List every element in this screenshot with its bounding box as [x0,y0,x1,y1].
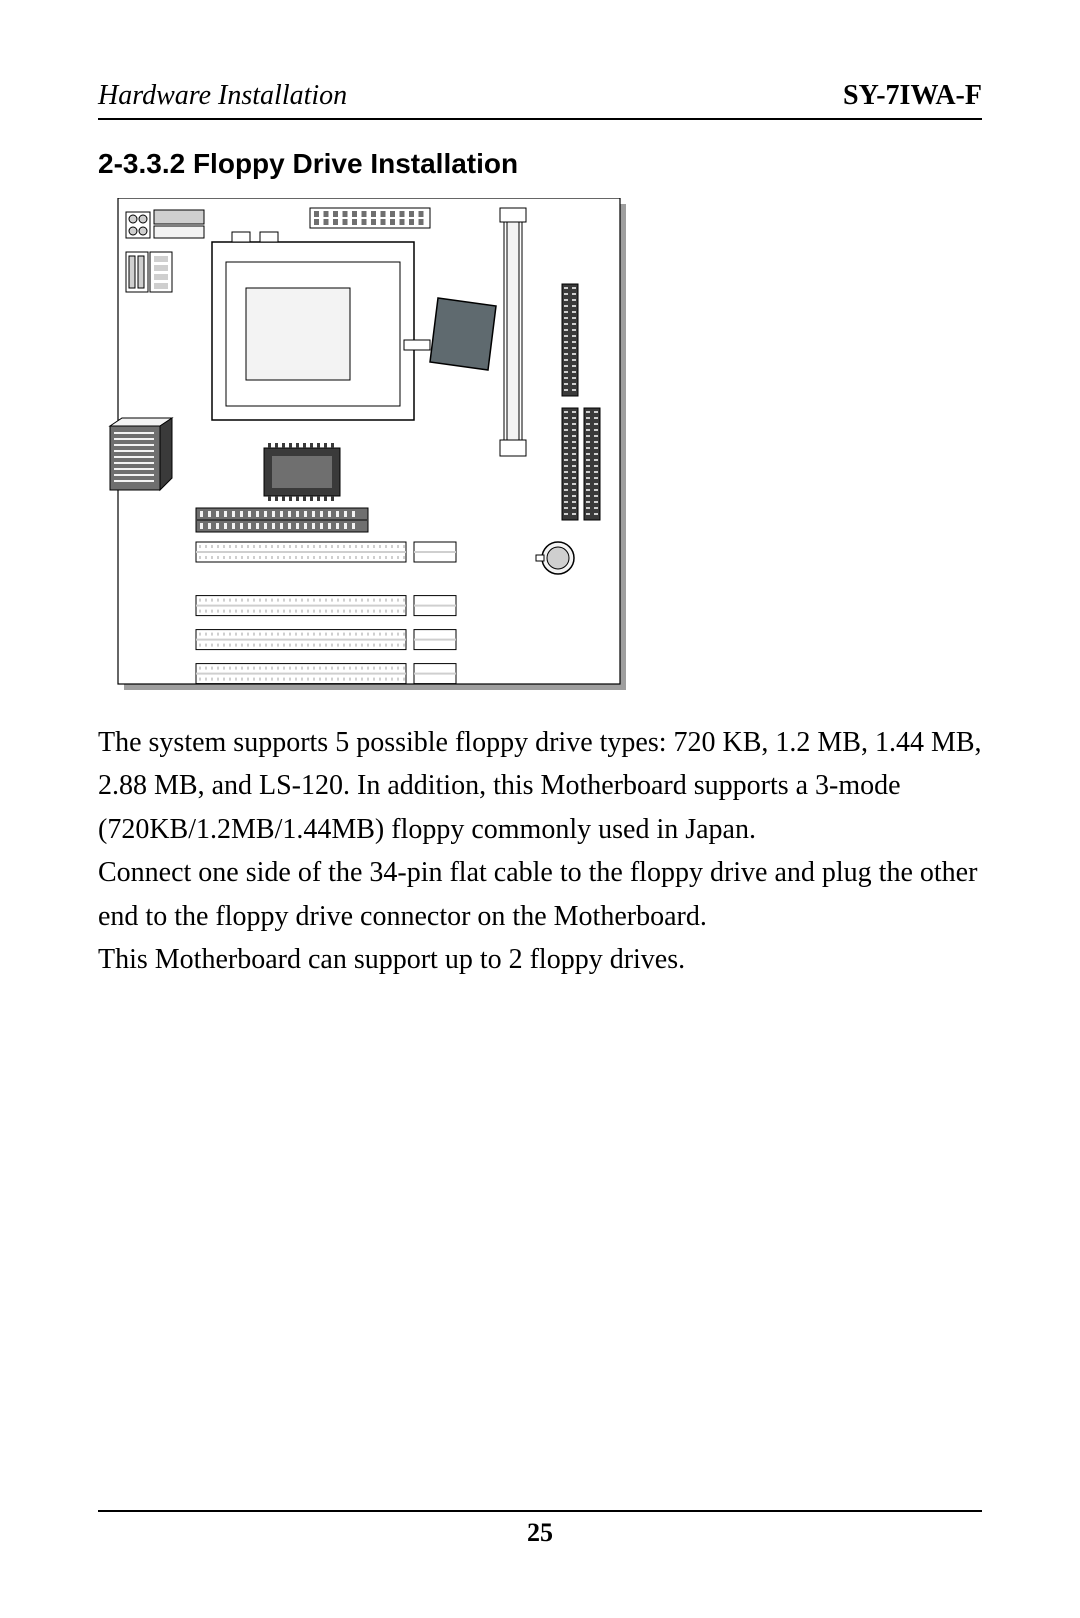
paragraph-3: This Motherboard can support up to 2 flo… [98,938,982,981]
section-heading: Floppy Drive Installation [193,148,518,179]
page: Hardware Installation SY-7IWA-F 2-3.3.2 … [0,0,1080,1618]
paragraph-1: The system supports 5 possible floppy dr… [98,721,982,851]
page-header: Hardware Installation SY-7IWA-F [98,80,982,120]
body-text: The system supports 5 possible floppy dr… [98,721,982,981]
section-title: 2-3.3.2 Floppy Drive Installation [98,148,982,180]
page-footer: 25 [98,1510,982,1548]
paragraph-2: Connect one side of the 34-pin flat cabl… [98,851,982,938]
motherboard-diagram [104,198,982,703]
section-number: 2-3.3.2 [98,148,185,179]
header-left: Hardware Installation [98,80,347,112]
header-right: SY-7IWA-F [843,80,982,112]
page-number: 25 [527,1518,553,1547]
